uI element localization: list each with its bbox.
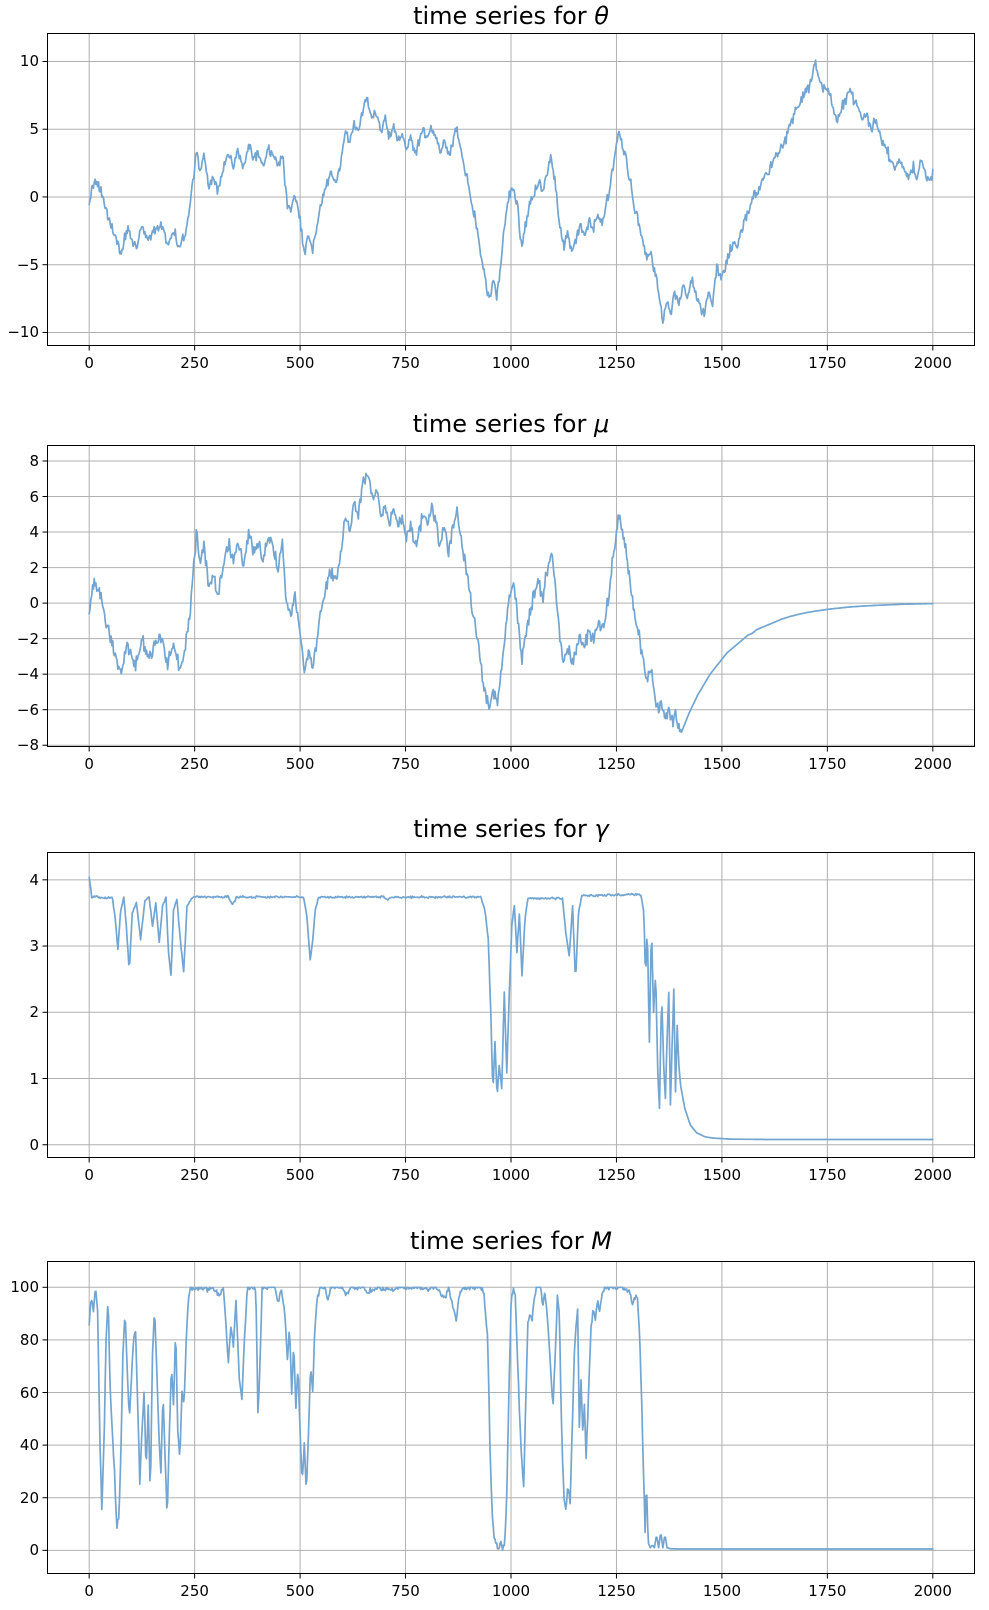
y-tick-label: 4 (29, 870, 39, 889)
axes-spines (47, 852, 975, 1158)
x-tick-label: 2000 (913, 354, 952, 372)
plot-area (42, 33, 975, 351)
x-tick-label: 250 (180, 354, 209, 372)
x-tick-label: 1250 (597, 755, 636, 773)
y-tick-label: 2 (29, 558, 39, 577)
x-tick-label: 250 (180, 755, 209, 773)
subplot-title-mu: time series for μ (47, 409, 975, 439)
x-tick-label: 1250 (597, 1582, 636, 1600)
y-tick-label: 0 (29, 187, 39, 206)
x-tick-label: 1750 (808, 354, 847, 372)
x-tick-label: 1750 (808, 1582, 847, 1600)
y-tick-label: −10 (7, 323, 39, 342)
y-tick-label: 0 (29, 1541, 39, 1560)
x-tick-label: 1750 (808, 755, 847, 773)
subplot-title-symbol: θ (594, 2, 609, 30)
y-tick-label: 100 (10, 1278, 39, 1297)
x-tick-label: 500 (285, 354, 315, 372)
y-tick-label: 8 (29, 451, 39, 470)
x-tick-label: 1500 (702, 755, 741, 773)
x-tick-label: 250 (180, 1582, 209, 1600)
x-tick-label: 1000 (491, 1582, 531, 1600)
x-tick-label: 2000 (913, 755, 952, 773)
y-tick-label: 3 (29, 937, 39, 956)
subplot-M: 0 20 40 60 80 100 0 250 500 750 1000 1250 1500 1750 20… (0, 1261, 989, 1600)
plot-area (42, 445, 975, 752)
subplot-title-theta: time series for θ (47, 1, 975, 31)
subplot-title-M: time series for M (47, 1226, 975, 1256)
subplot-title-gamma: time series for γ (47, 814, 975, 844)
x-tick-label: 1750 (808, 1166, 847, 1184)
plot-area (42, 852, 975, 1163)
y-tick-label: 40 (19, 1436, 39, 1455)
x-tick-label: 0 (84, 1582, 94, 1600)
y-tick-label: −6 (16, 700, 39, 719)
x-tick-label: 1250 (597, 354, 636, 372)
x-tick-label: 1500 (702, 354, 741, 372)
subplot-gamma: 0 1 2 3 4 0 250 500 750 1000 1250 1500 1750 2000 (0, 852, 989, 1184)
x-tick-label: 1000 (491, 1166, 531, 1184)
plot-area (42, 1261, 975, 1579)
x-tick-label: 1500 (702, 1166, 741, 1184)
x-tick-label: 2000 (913, 1166, 952, 1184)
subplot-title-symbol: μ (593, 410, 610, 438)
series-line (88, 876, 934, 1141)
x-tick-label: 500 (285, 755, 315, 773)
y-tick-label: 2 (29, 1003, 39, 1022)
y-tick-label: 1 (29, 1069, 39, 1088)
axes-spines (47, 445, 975, 747)
x-tick-label: 1250 (597, 1166, 636, 1184)
x-tick-label: 2000 (913, 1582, 952, 1600)
y-tick-label: 0 (29, 594, 39, 613)
x-tick-label: 750 (391, 755, 420, 773)
y-tick-label: 20 (19, 1488, 39, 1507)
y-tick-label: 6 (29, 487, 39, 506)
x-tick-label: 500 (285, 1582, 315, 1600)
x-tick-label: 750 (391, 1582, 420, 1600)
y-tick-label: −4 (16, 665, 39, 684)
y-tick-label: 5 (29, 120, 39, 139)
series-line (88, 59, 934, 324)
y-tick-label: 4 (29, 523, 39, 542)
subplot-title-symbol: M (591, 1227, 612, 1255)
y-tick-label: −2 (16, 629, 39, 648)
x-tick-label: 1000 (491, 755, 531, 773)
y-tick-label: 0 (29, 1135, 39, 1154)
x-tick-label: 0 (84, 354, 94, 372)
x-tick-label: 1500 (702, 1582, 741, 1600)
x-tick-label: 250 (180, 1166, 209, 1184)
x-tick-label: 750 (391, 1166, 420, 1184)
subplot-title-text: time series for (410, 1227, 592, 1255)
y-tick-label: 80 (19, 1330, 39, 1349)
x-tick-label: 750 (391, 354, 420, 372)
x-tick-label: 500 (285, 1166, 315, 1184)
subplot-theta: −10 −5 0 5 10 0 250 500 750 1000 1250 1500 1750 2000 (0, 33, 989, 372)
axes-spines (47, 1261, 975, 1574)
axes-spines (47, 33, 975, 346)
y-tick-label: −5 (16, 255, 39, 274)
subplot-title-symbol: γ (594, 815, 609, 843)
subplot-mu: −8 −6 −4 −2 0 2 4 6 8 0 250 500 750 1000 1250 1500 1750 2… (0, 445, 989, 773)
x-tick-label: 1000 (491, 354, 531, 372)
x-tick-label: 0 (84, 1166, 94, 1184)
x-tick-label: 0 (84, 755, 94, 773)
subplot-title-text: time series for (413, 2, 595, 30)
series-line (88, 1286, 934, 1551)
y-tick-label: −8 (16, 736, 39, 755)
series-line (88, 472, 934, 734)
subplot-title-text: time series for (412, 410, 594, 438)
y-tick-label: 10 (19, 52, 39, 71)
subplot-title-text: time series for (413, 815, 595, 843)
y-tick-label: 60 (19, 1383, 39, 1402)
